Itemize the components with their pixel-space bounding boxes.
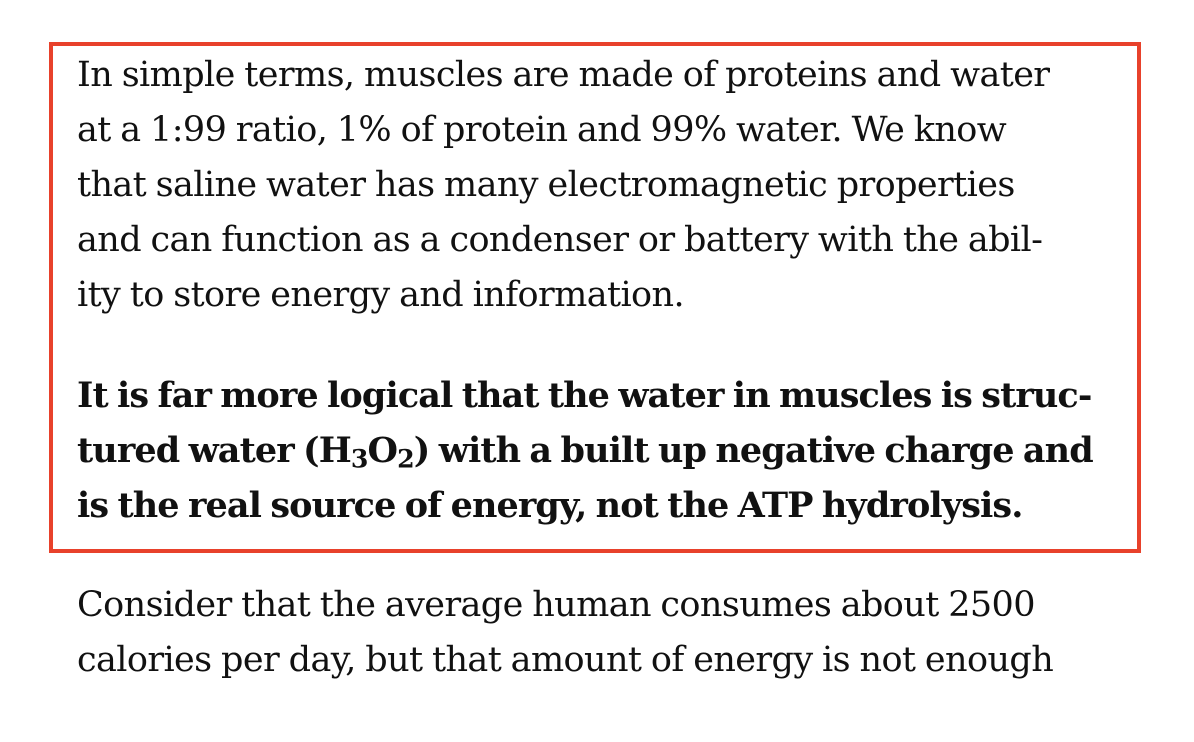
text-line: at a 1:99 ratio, 1% of protein and 99% w… (77, 110, 1007, 150)
text-line: In simple terms, muscles are made of pro… (77, 55, 1050, 95)
highlight-box (49, 42, 1141, 553)
text-fragment: O (367, 430, 398, 471)
subscript: 2 (397, 443, 415, 474)
paragraph-structured-water-emphasis: It is far more logical that the water in… (77, 368, 1094, 533)
text-fragment: ) with a built up negative charge and (413, 430, 1094, 471)
paragraph-calories: Consider that the average human consumes… (77, 578, 1054, 688)
text-line: It is far more logical that the water in… (77, 375, 1092, 416)
paragraph-muscle-composition: In simple terms, muscles are made of pro… (77, 48, 1050, 323)
subscript: 3 (350, 443, 369, 474)
text-fragment: tured water (H (77, 430, 352, 471)
text-line: is the real source of energy, not the AT… (77, 485, 1023, 526)
text-line: that saline water has many electromagnet… (77, 165, 1015, 205)
text-line: calories per day, but that amount of ene… (77, 640, 1054, 680)
text-line: ity to store energy and information. (77, 275, 685, 315)
text-line: and can function as a condenser or batte… (77, 220, 1043, 260)
text-line: tured water (H3O2) with a built up negat… (77, 423, 1094, 478)
text-line: Consider that the average human consumes… (77, 585, 1035, 625)
